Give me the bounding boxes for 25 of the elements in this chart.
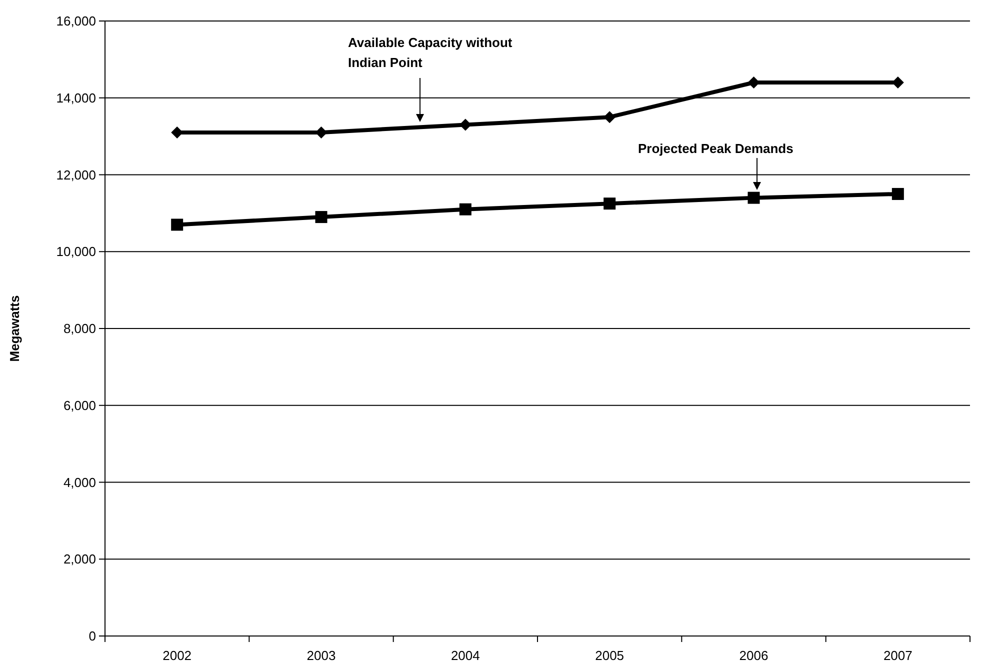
y-tick-label: 6,000 <box>63 398 96 413</box>
y-axis-title: Megawatts <box>7 295 22 362</box>
y-tick-label: 4,000 <box>63 474 96 490</box>
point <box>604 111 616 124</box>
x-tick-label: 2003 <box>306 648 336 663</box>
x-tick-label: 2007 <box>883 648 912 663</box>
y-tick-label: 8,000 <box>63 321 96 336</box>
x-tick-label: 2002 <box>162 648 192 663</box>
y-tick-label: 10,000 <box>56 244 96 260</box>
y-tick-label: 14,000 <box>56 90 96 106</box>
point <box>459 203 472 216</box>
x-tick-label: 2006 <box>739 648 768 663</box>
point <box>315 211 328 224</box>
y-tick-label: 16,000 <box>56 14 96 29</box>
point <box>748 192 760 204</box>
annotation: Projected Peak Demands <box>638 141 794 156</box>
y-tick-label: 2,000 <box>63 552 96 567</box>
point <box>892 188 904 200</box>
point <box>604 198 616 210</box>
y-tick-label: 0 <box>88 628 96 644</box>
x-tick-label: 2004 <box>450 648 480 663</box>
x-tick-label: 2005 <box>595 648 624 663</box>
y-tick-label: 12,000 <box>56 167 96 182</box>
annotation: Available Capacity without Indian Point <box>348 35 513 70</box>
point <box>171 218 184 231</box>
